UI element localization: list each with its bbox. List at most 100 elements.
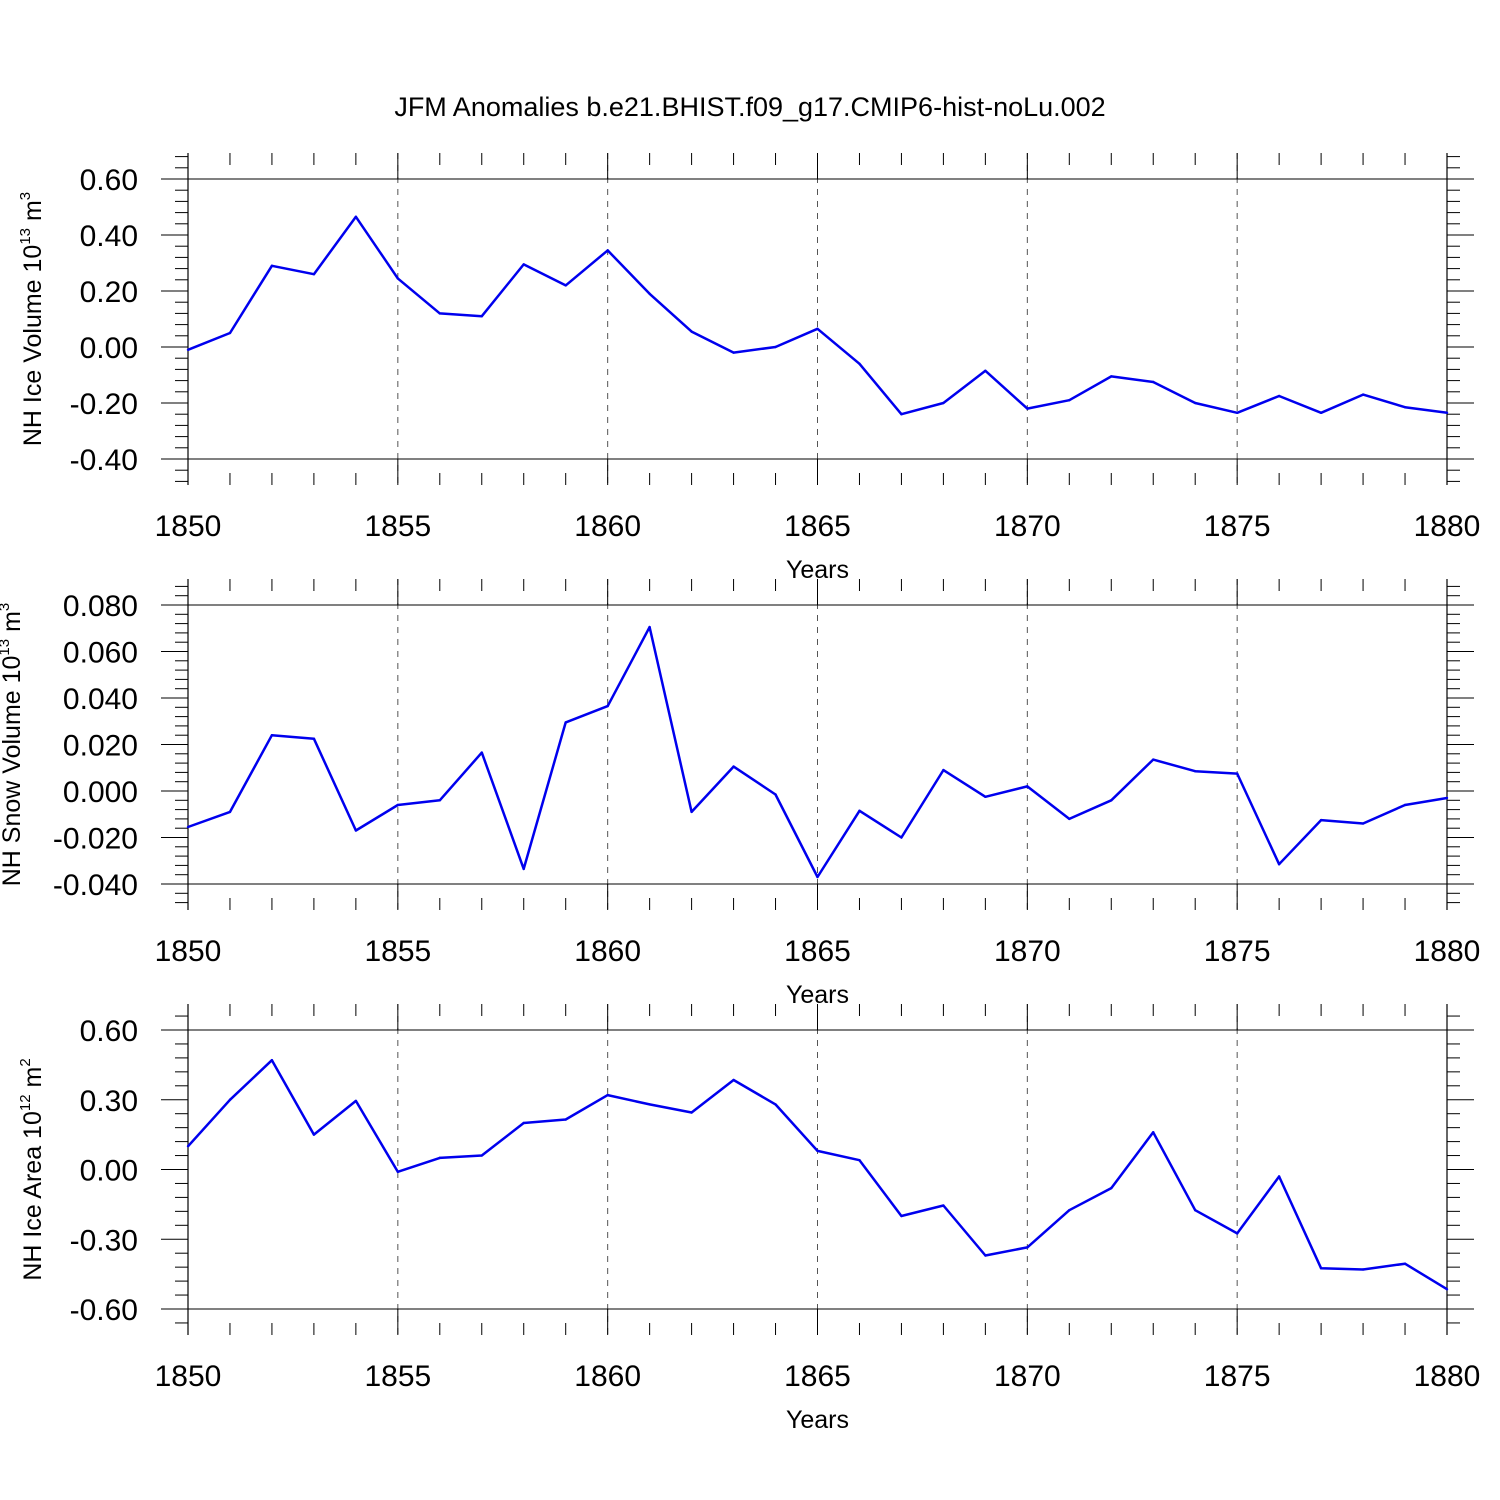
data-point bbox=[774, 345, 777, 349]
data-point bbox=[1403, 803, 1407, 807]
data-point bbox=[186, 348, 190, 351]
x-axis-title: Years bbox=[786, 1406, 849, 1434]
data-point bbox=[480, 1154, 483, 1157]
data-point bbox=[900, 836, 903, 839]
data-point bbox=[1026, 1246, 1029, 1249]
data-point bbox=[606, 1093, 609, 1097]
data-point bbox=[396, 803, 400, 807]
y-tick-label: 0.30 bbox=[80, 1085, 138, 1118]
data-point bbox=[900, 413, 903, 416]
data-point bbox=[228, 1098, 232, 1101]
data-point bbox=[312, 273, 316, 276]
y-tick-label: -0.020 bbox=[53, 823, 138, 856]
data-point bbox=[270, 734, 274, 737]
y-tick-label: 0.60 bbox=[80, 1015, 138, 1048]
data-point bbox=[438, 312, 441, 315]
data-point bbox=[1235, 772, 1239, 775]
x-tick-label: 1860 bbox=[574, 1360, 641, 1393]
data-point bbox=[228, 331, 232, 335]
data-point bbox=[1277, 863, 1281, 866]
data-point bbox=[1235, 411, 1239, 414]
data-point bbox=[858, 1159, 861, 1162]
data-point bbox=[942, 1204, 945, 1207]
data-point bbox=[1026, 407, 1029, 410]
data-point bbox=[1110, 799, 1113, 802]
data-point bbox=[564, 1118, 567, 1121]
data-point bbox=[1445, 411, 1449, 414]
data-point bbox=[1110, 1186, 1113, 1190]
x-tick-label: 1860 bbox=[574, 935, 641, 968]
x-tick-label: 1865 bbox=[784, 935, 851, 968]
y-axis-title: NH Snow Volume 1013 m3 bbox=[0, 603, 26, 887]
data-point bbox=[690, 1111, 693, 1114]
y-tick-label: 0.080 bbox=[63, 590, 138, 623]
data-point bbox=[1026, 785, 1029, 788]
data-point bbox=[1152, 758, 1155, 761]
x-tick-label: 1875 bbox=[1204, 510, 1271, 543]
data-point bbox=[480, 315, 483, 318]
data-point bbox=[984, 1254, 987, 1257]
data-point bbox=[312, 1133, 316, 1136]
data-point bbox=[564, 721, 567, 724]
data-point bbox=[690, 810, 693, 814]
panels: -0.40 -0.20 0.00 0.20 0.40 0.60 1850 1855 1860 18… bbox=[0, 153, 1480, 1434]
x-tick-label: 1880 bbox=[1414, 1360, 1481, 1393]
data-point bbox=[354, 829, 358, 832]
y-tick-label: 0.60 bbox=[80, 164, 138, 197]
data-point bbox=[1194, 770, 1197, 773]
y-tick-label: 0.040 bbox=[63, 683, 138, 716]
x-tick-label: 1855 bbox=[364, 510, 431, 543]
data-point bbox=[1445, 1288, 1449, 1291]
data-point bbox=[522, 263, 525, 266]
data-point bbox=[816, 1149, 819, 1153]
data-point bbox=[270, 264, 274, 267]
data-point bbox=[984, 795, 987, 799]
x-tick-label: 1855 bbox=[364, 1360, 431, 1393]
data-point bbox=[732, 351, 735, 354]
y-tick-label: 0.060 bbox=[63, 637, 138, 670]
x-tick-label: 1870 bbox=[994, 935, 1061, 968]
data-point bbox=[1403, 1262, 1407, 1265]
y-tick-label: -0.40 bbox=[70, 444, 138, 477]
x-tick-label: 1870 bbox=[994, 1360, 1061, 1393]
chart-panel-2: -0.040 -0.020 0.000 0.020 0.040 0.060 0.080 185… bbox=[0, 579, 1480, 1009]
y-tick-label: 0.20 bbox=[80, 276, 138, 309]
data-point bbox=[1110, 375, 1113, 378]
data-point bbox=[270, 1059, 274, 1062]
chart-panel-1: -0.40 -0.20 0.00 0.20 0.40 0.60 1850 1855 1860 18… bbox=[17, 153, 1480, 584]
data-point bbox=[1361, 822, 1365, 825]
data-point bbox=[900, 1214, 903, 1218]
y-tick-label: -0.60 bbox=[70, 1294, 138, 1327]
data-point bbox=[1361, 1268, 1365, 1271]
data-point bbox=[1319, 1267, 1323, 1270]
data-point bbox=[648, 292, 651, 295]
data-point bbox=[354, 1099, 358, 1103]
data-point bbox=[1068, 399, 1071, 402]
data-point bbox=[1403, 406, 1407, 409]
data-point bbox=[1277, 1175, 1281, 1178]
data-point bbox=[732, 765, 735, 768]
data-point bbox=[732, 1078, 735, 1082]
x-tick-label: 1865 bbox=[784, 1360, 851, 1393]
data-point bbox=[564, 284, 567, 287]
data-point bbox=[522, 1121, 525, 1125]
data-point bbox=[648, 1103, 651, 1106]
y-tick-label: 0.000 bbox=[63, 776, 138, 809]
y-tick-label: 0.00 bbox=[80, 332, 138, 365]
x-tick-label: 1870 bbox=[994, 510, 1061, 543]
x-tick-label: 1855 bbox=[364, 935, 431, 968]
data-point bbox=[522, 867, 525, 871]
data-point bbox=[942, 401, 945, 405]
chart-panel-3: -0.60 -0.30 0.00 0.30 0.60 1850 1855 1860 1865 18… bbox=[17, 1004, 1480, 1434]
y-tick-label: 0.40 bbox=[80, 220, 138, 253]
x-tick-label: 1875 bbox=[1204, 1360, 1271, 1393]
y-tick-label: -0.040 bbox=[53, 869, 138, 902]
data-point bbox=[816, 875, 819, 879]
data-point bbox=[1445, 796, 1449, 800]
data-point bbox=[1277, 394, 1281, 398]
y-tick-label: 0.00 bbox=[80, 1155, 138, 1188]
data-point bbox=[774, 793, 777, 796]
data-point bbox=[816, 327, 819, 330]
data-point bbox=[984, 369, 987, 372]
